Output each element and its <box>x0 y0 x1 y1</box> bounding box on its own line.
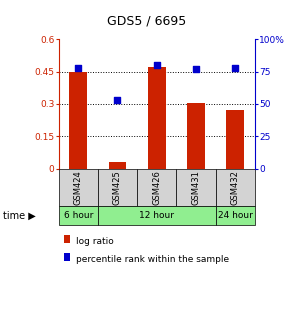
Text: GSM424: GSM424 <box>74 170 83 205</box>
FancyBboxPatch shape <box>216 206 255 225</box>
Bar <box>187 103 205 168</box>
Text: 6 hour: 6 hour <box>64 211 93 220</box>
Text: 12 hour: 12 hour <box>139 211 174 220</box>
Point <box>154 62 159 68</box>
Text: GSM432: GSM432 <box>231 170 240 205</box>
Text: GSM426: GSM426 <box>152 170 161 205</box>
Point <box>76 65 81 70</box>
FancyBboxPatch shape <box>137 168 176 206</box>
FancyBboxPatch shape <box>98 206 216 225</box>
Text: GSM425: GSM425 <box>113 170 122 205</box>
Text: 24 hour: 24 hour <box>218 211 253 220</box>
Point <box>194 66 198 72</box>
Bar <box>69 72 87 168</box>
Point <box>115 97 120 103</box>
Text: percentile rank within the sample: percentile rank within the sample <box>76 254 229 264</box>
Point <box>233 65 238 70</box>
FancyBboxPatch shape <box>176 168 216 206</box>
FancyBboxPatch shape <box>98 168 137 206</box>
Text: GSM431: GSM431 <box>192 170 200 205</box>
FancyBboxPatch shape <box>59 168 98 206</box>
Bar <box>109 162 126 168</box>
FancyBboxPatch shape <box>59 206 98 225</box>
Text: time ▶: time ▶ <box>3 210 36 220</box>
FancyBboxPatch shape <box>216 168 255 206</box>
Text: GDS5 / 6695: GDS5 / 6695 <box>107 15 186 28</box>
Bar <box>226 110 244 168</box>
Text: log ratio: log ratio <box>76 236 113 246</box>
Bar <box>148 67 166 168</box>
